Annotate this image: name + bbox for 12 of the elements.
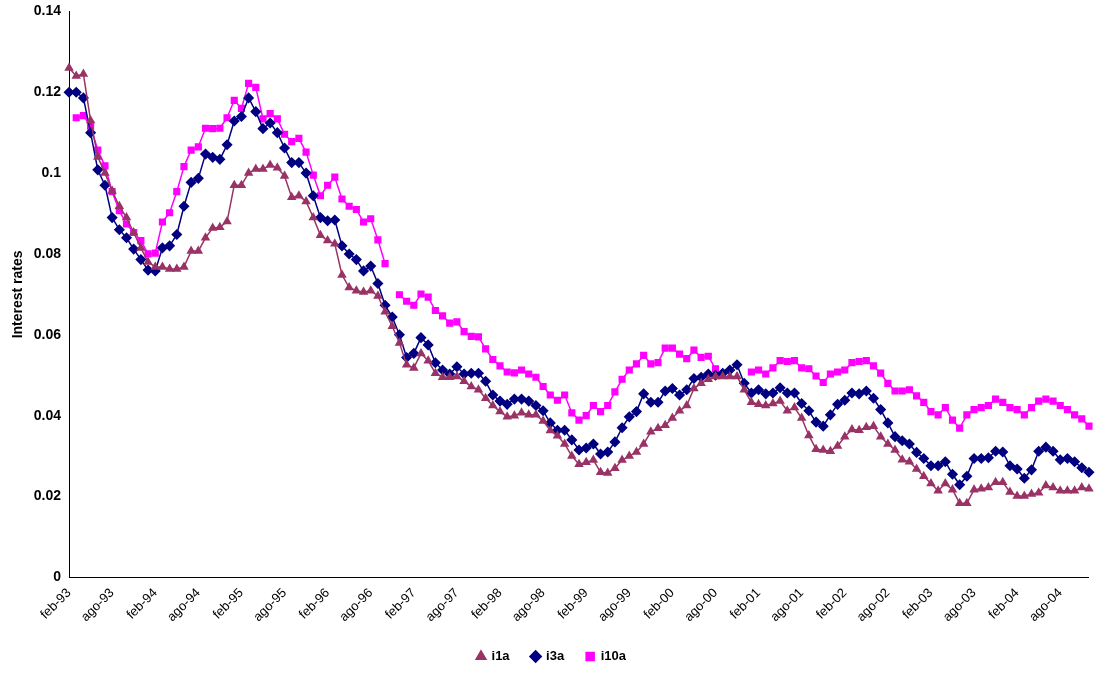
y-tick-label: 0.06	[33, 325, 62, 342]
y-tick-label: 0.04	[33, 406, 62, 423]
y-tick-label: 0.12	[33, 83, 62, 100]
y-axis-title: Interest rates	[9, 250, 26, 339]
y-tick-label: 0.02	[33, 487, 62, 504]
y-tick-label: 0.14	[33, 2, 62, 19]
legend-label: i10a	[600, 648, 627, 664]
y-tick-label: 0	[53, 568, 62, 585]
y-tick-label: 0.1	[41, 163, 62, 180]
legend-label: i1a	[491, 648, 511, 664]
y-tick-label: 0.08	[33, 244, 62, 261]
legend-label: i3a	[546, 648, 565, 664]
